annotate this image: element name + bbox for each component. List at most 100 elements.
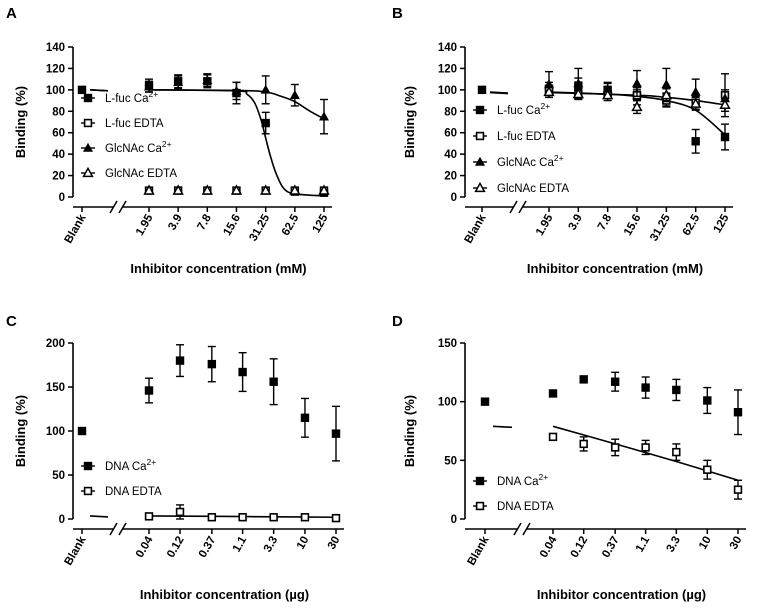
data-point <box>144 386 154 395</box>
x-tick-label: 30 <box>728 535 745 552</box>
y-tick-label: 100 <box>46 85 65 97</box>
y-axis-title: Binding (%) <box>402 86 417 158</box>
legend-marker <box>83 142 93 152</box>
y-tick-label: 40 <box>444 149 457 161</box>
fit-curve <box>148 89 325 120</box>
series-1 <box>144 504 341 523</box>
panel-letter: B <box>392 5 403 22</box>
y-tick-label: 100 <box>438 85 457 97</box>
legend-label: GlcNAc Ca2+ <box>105 139 172 155</box>
data-point <box>690 97 702 108</box>
legend-marker <box>475 156 485 166</box>
blank-point <box>77 85 87 95</box>
legend-label: L-fuc Ca2+ <box>497 101 550 117</box>
axis-break-mark <box>518 200 527 214</box>
x-tick-label: 31.25 <box>648 212 673 243</box>
panel-c: C 0 50 100 150 200 Binding (%) Blank 0.04 0.12 0.3… <box>6 313 344 602</box>
data-point <box>703 396 712 405</box>
data-point <box>318 184 330 195</box>
axis-break-mark <box>118 522 127 536</box>
panel-letter: A <box>6 5 17 22</box>
x-tick-label: 62.5 <box>280 212 302 238</box>
x-tick-label: 0.37 <box>197 535 219 560</box>
fit-curve-blank-segment <box>89 89 109 92</box>
x-tick-label: 7.8 <box>196 212 215 232</box>
y-tick-label: 0 <box>451 514 457 526</box>
data-point <box>201 184 213 195</box>
legend-label: DNA EDTA <box>105 486 162 498</box>
data-point <box>720 132 730 142</box>
y-tick-label: 150 <box>46 382 65 394</box>
y-tick-label: 60 <box>444 128 457 140</box>
panel-a: A 0 20 40 60 80 100 120 140 Binding (%) Blank 1.95 3… <box>6 5 332 276</box>
data-point <box>691 137 700 146</box>
fit-curve-blank-segment <box>89 515 109 518</box>
legend-label: DNA EDTA <box>497 501 554 513</box>
data-point <box>631 100 643 112</box>
y-axis-title: Binding (%) <box>402 395 417 467</box>
x-tick-label: 15.6 <box>622 213 644 238</box>
y-tick-label: 140 <box>46 42 65 54</box>
data-point <box>202 75 213 85</box>
y-tick-label: 100 <box>46 426 65 438</box>
data-point <box>319 111 329 121</box>
data-point <box>175 356 185 365</box>
data-point <box>331 429 341 438</box>
data-point <box>289 90 300 100</box>
data-point <box>238 367 247 377</box>
data-point <box>720 93 730 103</box>
legend-marker <box>82 166 94 178</box>
data-point <box>610 443 620 452</box>
legend-marker <box>83 93 93 103</box>
data-point <box>641 383 650 392</box>
fit-curve <box>148 89 325 197</box>
y-tick-label: 120 <box>46 63 65 75</box>
legend-marker <box>83 461 93 471</box>
series-2 <box>144 73 329 135</box>
x-tick-label: 3.9 <box>567 213 585 233</box>
y-tick-label: 50 <box>52 470 65 482</box>
y-tick-label: 20 <box>444 171 457 183</box>
data-point <box>548 432 558 442</box>
legend-label: DNA Ca2+ <box>105 457 156 473</box>
series-0 <box>144 344 341 462</box>
data-point <box>719 98 731 110</box>
panel-d: D 0 50 100 150 Binding (%) Blank 0.04 0.12 0.37 1.… <box>392 313 746 602</box>
series-3 <box>543 85 731 115</box>
data-point <box>260 84 271 94</box>
data-point <box>144 81 154 91</box>
axis-break-mark <box>109 200 118 214</box>
blank-point <box>77 426 87 436</box>
data-point <box>269 377 278 386</box>
y-tick-label: 80 <box>444 106 457 118</box>
y-tick-label: 100 <box>438 397 457 409</box>
data-point <box>690 86 701 96</box>
fit-curve-blank-segment <box>489 91 509 95</box>
legend-label: L-fuc Ca2+ <box>105 89 158 105</box>
blank-point <box>477 85 487 95</box>
x-axis-title: Inhibitor concentration (µg) <box>140 587 309 602</box>
data-point <box>661 79 672 89</box>
data-point <box>631 78 642 88</box>
x-tick-label: 15.6 <box>221 213 243 238</box>
legend-marker <box>83 486 93 496</box>
y-tick-label: 20 <box>52 171 65 183</box>
data-point <box>173 77 184 87</box>
data-point <box>601 89 614 100</box>
data-point <box>660 89 673 100</box>
data-point <box>300 413 310 422</box>
axis-break-mark <box>513 522 522 536</box>
x-tick-label: 3.3 <box>262 535 280 555</box>
data-point <box>672 447 681 457</box>
data-point <box>548 389 558 398</box>
y-tick-label: 80 <box>52 106 65 118</box>
data-point <box>289 184 301 195</box>
y-tick-label: 0 <box>451 192 457 204</box>
series-1 <box>548 432 743 500</box>
x-tick-label: Blank <box>463 212 489 246</box>
x-tick-label: 31.25 <box>248 212 273 243</box>
x-tick-label: 1.1 <box>634 534 653 554</box>
legend-label: L-fuc EDTA <box>497 131 556 143</box>
x-axis-title: Inhibitor concentration (mM) <box>130 261 306 276</box>
x-tick-label: 3.3 <box>665 535 683 555</box>
